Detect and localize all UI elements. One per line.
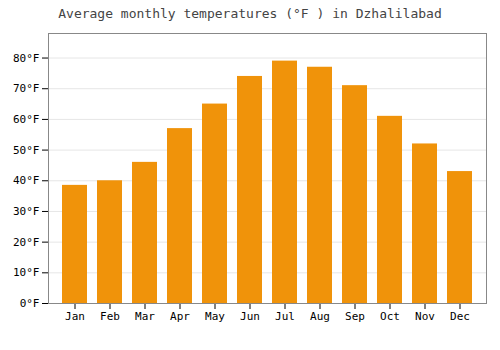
svg-text:60°F: 60°F bbox=[13, 113, 40, 126]
svg-text:Mar: Mar bbox=[135, 310, 155, 323]
svg-text:50°F: 50°F bbox=[13, 144, 40, 157]
svg-text:May: May bbox=[205, 310, 225, 323]
svg-text:Jul: Jul bbox=[275, 310, 295, 323]
svg-text:Feb: Feb bbox=[100, 310, 120, 323]
html-text:Average monthly temperatures (: Average monthly temperatures (°F ) in Dz… bbox=[58, 6, 442, 21]
svg-text:Jan: Jan bbox=[65, 310, 85, 323]
svg-text:30°F: 30°F bbox=[13, 205, 40, 218]
svg-text:40°F: 40°F bbox=[13, 174, 40, 187]
svg-text:0°F: 0°F bbox=[20, 297, 40, 310]
svg-text:Nov: Nov bbox=[415, 310, 435, 323]
svg-text:Oct: Oct bbox=[380, 310, 400, 323]
svg-text:80°F: 80°F bbox=[13, 52, 40, 65]
svg-text:70°F: 70°F bbox=[13, 82, 40, 95]
svg-text:Aug: Aug bbox=[310, 310, 330, 323]
svg-text:10°F: 10°F bbox=[13, 266, 40, 279]
svg-text:20°F: 20°F bbox=[13, 236, 40, 249]
svg-text:Jun: Jun bbox=[240, 310, 260, 323]
svg-text:Apr: Apr bbox=[170, 310, 190, 323]
svg-text:Dec: Dec bbox=[450, 310, 470, 323]
svg-text:Sep: Sep bbox=[345, 310, 365, 323]
